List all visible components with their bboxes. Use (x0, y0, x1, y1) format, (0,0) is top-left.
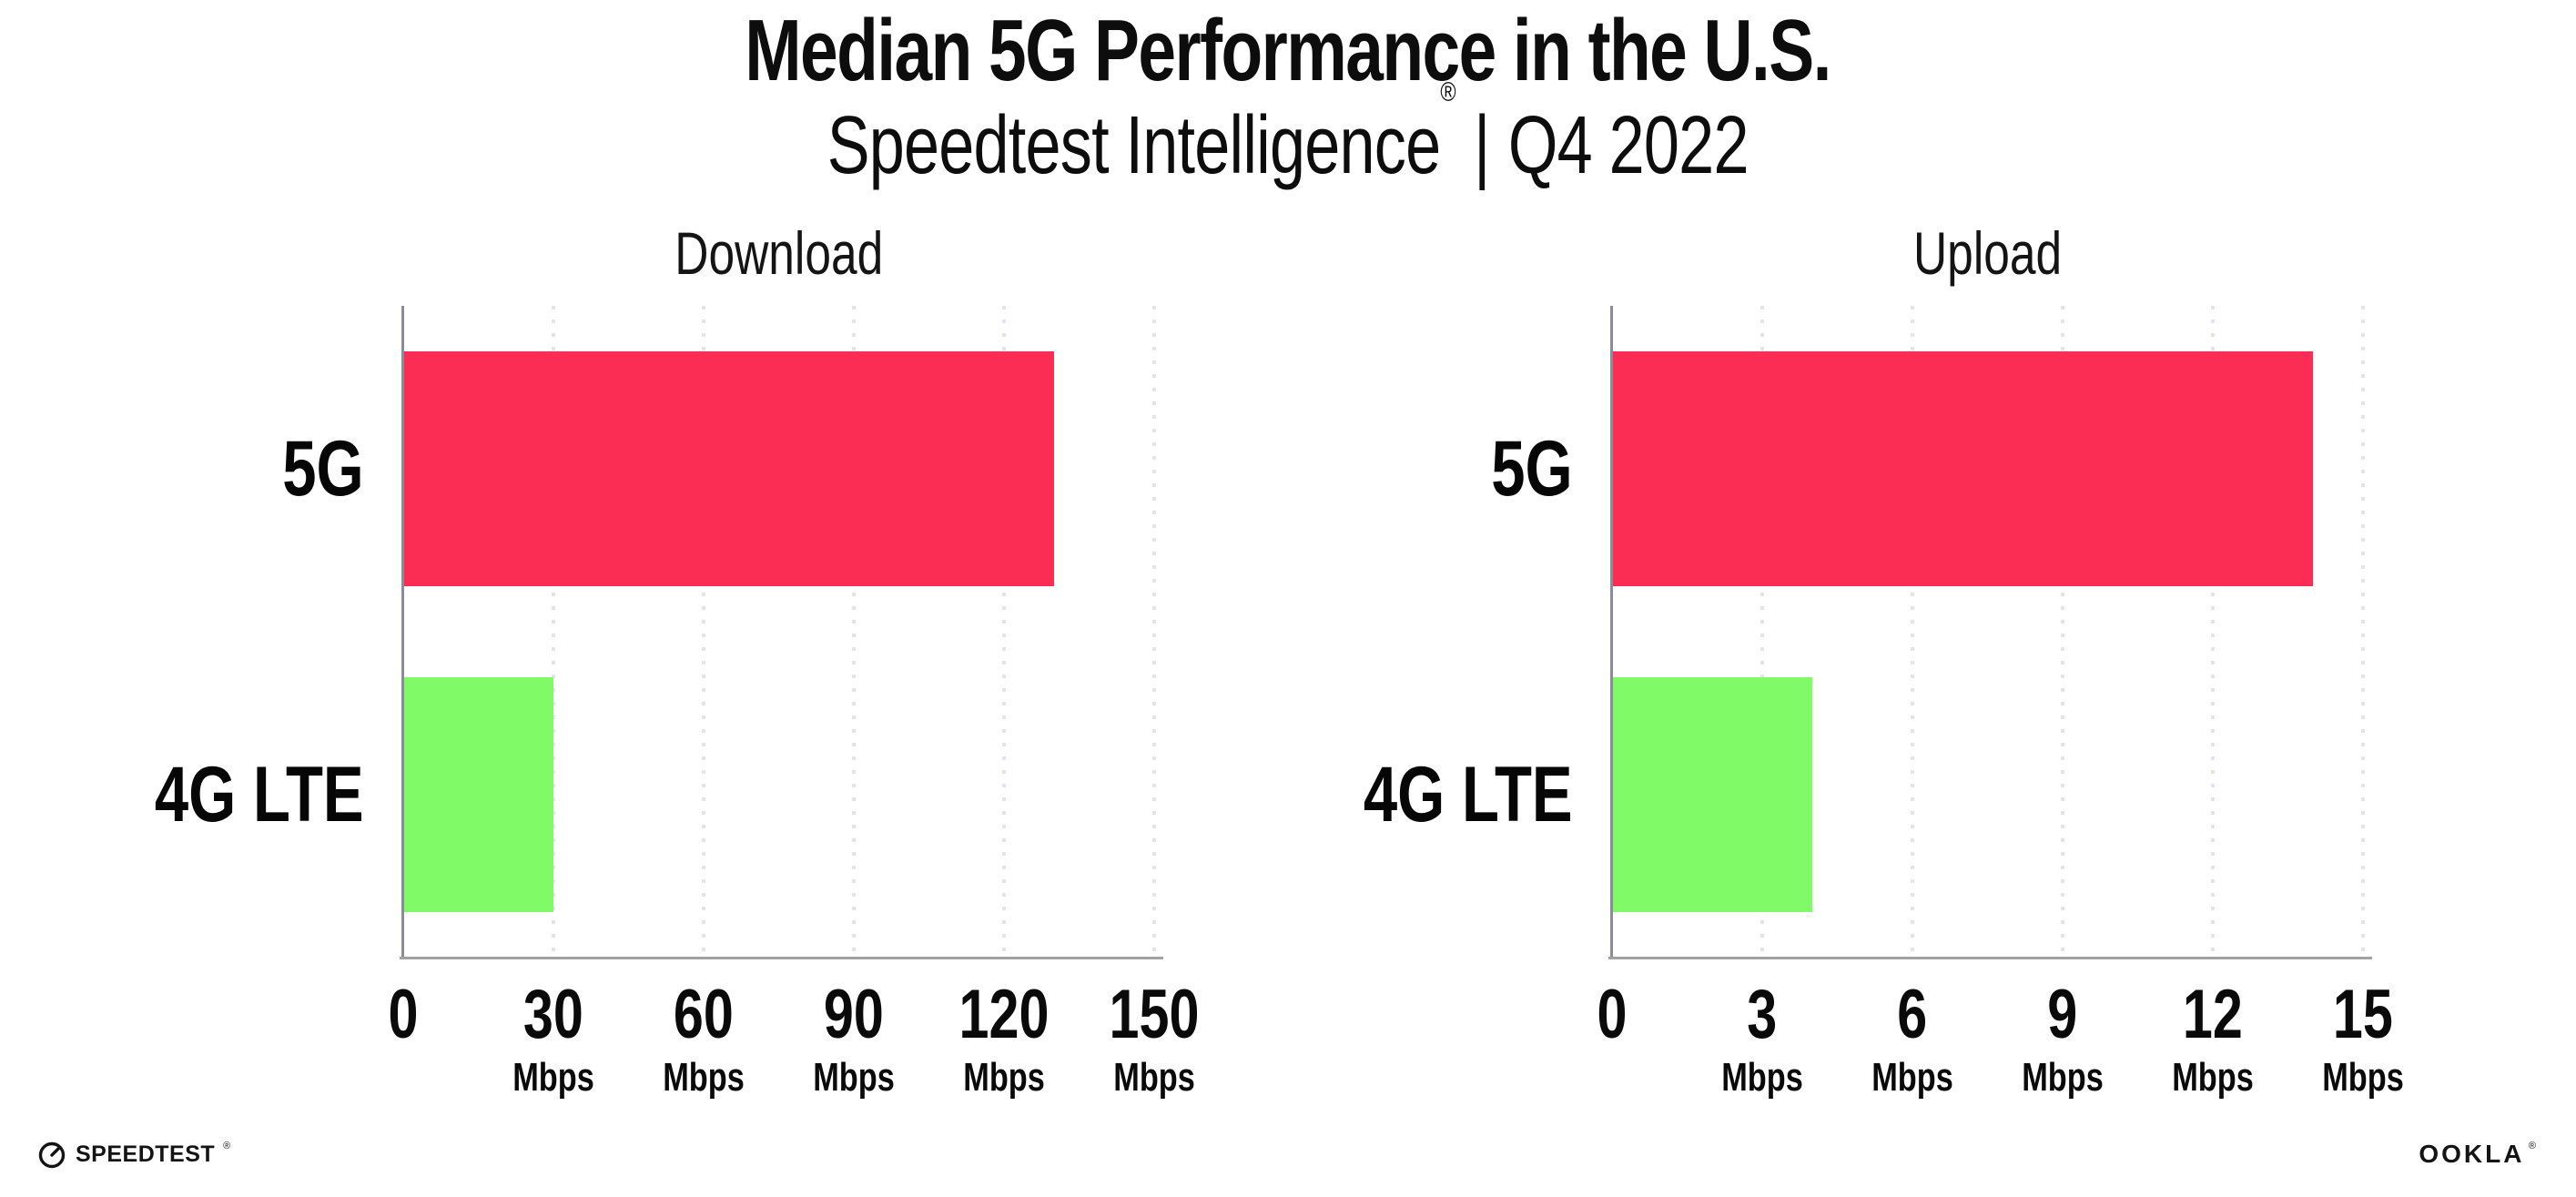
x-tick-unit: Mbps (663, 1055, 745, 1100)
chart-row: 4G LTE (155, 632, 1154, 958)
bar-5g (403, 351, 1054, 586)
category-label: 5G (1491, 424, 1573, 512)
y-axis-line (1610, 306, 1613, 959)
chart-row: 5G (283, 306, 1154, 632)
x-tick-unit: Mbps (1113, 1055, 1195, 1100)
speedtest-logo: SPEEDTEST ® (36, 1136, 230, 1172)
subtitle-period: Q4 2022 (1508, 100, 1749, 191)
gauge-icon (38, 1141, 66, 1169)
gridline (2361, 306, 2365, 956)
x-tick: 6 Mbps (1861, 979, 1965, 1100)
x-tick: 12 Mbps (2161, 979, 2266, 1100)
x-tick: 3 Mbps (1710, 979, 1815, 1100)
x-tick-number: 120 (958, 976, 1050, 1053)
gridlines (403, 306, 1156, 958)
chart-download: Download 5G 4G LTE 0 30 Mbps 60 Mbps 90 Mbps 120… (155, 220, 1199, 1100)
chart-title-upload: Upload (1912, 219, 2063, 287)
ookla-wordmark: OOKLA (2419, 1140, 2525, 1168)
gridlines (1612, 306, 2365, 958)
gridline (1002, 306, 1006, 956)
gridline (552, 306, 555, 956)
x-tick-number: 30 (523, 976, 583, 1053)
x-tick-unit: Mbps (2022, 1055, 2104, 1100)
x-axis-line (400, 957, 1163, 959)
x-tick-number: 90 (824, 976, 884, 1053)
x-tick-unit: Mbps (512, 1055, 594, 1100)
x-tick: 120 Mbps (947, 979, 1062, 1100)
x-tick-unit: Mbps (813, 1055, 895, 1100)
x-tick-unit: Mbps (963, 1055, 1045, 1100)
y-axis-line (401, 306, 404, 959)
x-tick: 0 (1593, 979, 1631, 1050)
bar-5g (1612, 351, 2313, 586)
x-tick: 0 (384, 979, 422, 1050)
category-label: 5G (282, 424, 364, 512)
x-tick: 60 Mbps (652, 979, 756, 1100)
x-tick: 90 Mbps (802, 979, 907, 1100)
bar-4g-lte (403, 677, 553, 912)
gridline (1911, 306, 1914, 956)
page-title: Median 5G Performance in the U.S. (0, 4, 2576, 98)
bars-area: 5G 4G LTE (155, 306, 1154, 958)
x-tick: 150 Mbps (1097, 979, 1212, 1100)
ookla-logo: OOKLA ® (2419, 1140, 2536, 1169)
x-tick-number: 15 (2333, 976, 2393, 1053)
chart-title-download: Download (674, 219, 883, 287)
gridline (2211, 306, 2215, 956)
x-tick: 15 Mbps (2311, 979, 2416, 1100)
x-tick-number: 6 (1897, 976, 1928, 1053)
speedtest-wordmark: SPEEDTEST (76, 1141, 216, 1167)
chart-row: 4G LTE (1364, 632, 2363, 958)
x-tick-number: 60 (674, 976, 734, 1053)
gridline (852, 306, 856, 956)
x-tick: 9 Mbps (2011, 979, 2115, 1100)
x-axis-line (1608, 957, 2372, 959)
x-tick-number: 3 (1747, 976, 1778, 1053)
x-tick-number: 9 (2047, 976, 2078, 1053)
x-tick-number: 0 (1597, 976, 1628, 1053)
gridline (2061, 306, 2064, 956)
category-label: 4G LTE (1364, 750, 1573, 838)
x-tick-number: 0 (388, 976, 419, 1053)
page-subtitle: Speedtest Intelligence® | Q4 2022 (0, 77, 2576, 193)
speedtest-registered-mark: ® (223, 1141, 231, 1151)
chart-upload: Upload 5G 4G LTE 0 3 Mbps 6 Mbps 9 Mbps 12 Mbps 15… (1364, 220, 2404, 1100)
category-label: 4G LTE (155, 750, 364, 838)
x-tick-unit: Mbps (1871, 1055, 1953, 1100)
subtitle-separator: | (1474, 100, 1490, 191)
gridline (702, 306, 705, 956)
x-tick-unit: Mbps (2322, 1055, 2404, 1100)
ookla-registered-mark: ® (2528, 1140, 2536, 1151)
gridline (1760, 306, 1764, 956)
bars-area: 5G 4G LTE (1364, 306, 2363, 958)
x-tick-unit: Mbps (2172, 1055, 2254, 1100)
page-subtitle-text: Speedtest Intelligence® | Q4 2022 (827, 77, 1749, 193)
x-tick-number: 150 (1109, 976, 1200, 1053)
bar-4g-lte (1612, 677, 1812, 912)
page-title-text: Median 5G Performance in the U.S. (745, 2, 1832, 99)
subtitle-product: Speedtest Intelligence (827, 100, 1441, 191)
x-tick-number: 12 (2183, 976, 2243, 1053)
gridline (1152, 306, 1156, 956)
x-tick: 30 Mbps (502, 979, 606, 1100)
registered-trademark-icon: ® (1440, 77, 1456, 107)
x-tick-unit: Mbps (1721, 1055, 1803, 1100)
chart-row: 5G (1492, 306, 2363, 632)
